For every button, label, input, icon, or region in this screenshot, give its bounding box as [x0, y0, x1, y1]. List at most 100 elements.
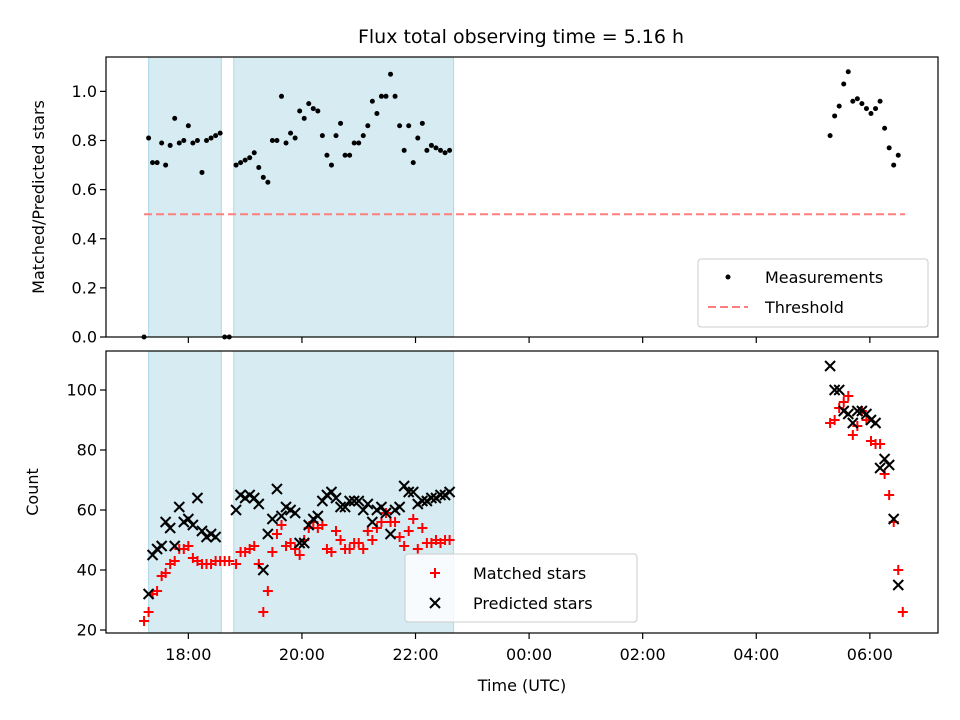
- measurement-point: [836, 103, 842, 109]
- x-stroke: [429, 597, 441, 609]
- y-tick-label: 0.0: [72, 328, 97, 347]
- x-stroke: [205, 528, 217, 540]
- predicted-stars-point: [874, 462, 886, 474]
- matched-stars-point: [317, 520, 328, 530]
- x-stroke: [280, 501, 292, 513]
- measurement-point: [891, 162, 897, 168]
- measurement-point: [163, 162, 169, 168]
- measurement-point: [315, 108, 321, 114]
- measurement-point: [190, 140, 196, 146]
- measurement-point: [204, 138, 210, 144]
- measurement-point: [433, 145, 439, 151]
- measurement-point: [369, 98, 375, 104]
- matched-stars-point: [893, 565, 904, 575]
- measurement-point: [886, 145, 892, 151]
- observing-interval: [233, 56, 455, 338]
- measurement-point: [269, 138, 275, 144]
- matched-stars-point: [326, 547, 337, 557]
- x-stroke: [159, 516, 172, 528]
- measurement-point: [260, 174, 266, 180]
- matched-stars-point: [390, 517, 401, 527]
- x-stroke: [847, 417, 859, 429]
- count-legend: Matched stars Predicted stars: [404, 553, 638, 623]
- x-stroke: [196, 525, 208, 537]
- measurement-point: [238, 160, 244, 166]
- x-stroke: [357, 504, 369, 516]
- predicted-stars-point: [266, 513, 279, 525]
- matched-stars-point: [358, 544, 369, 554]
- measurement-point: [297, 108, 303, 114]
- predicted-stars-point: [869, 417, 882, 429]
- x-stroke: [266, 513, 279, 525]
- matched-stars-point: [847, 430, 858, 440]
- ratio-y-axis-label: Matched/Predicted stars: [29, 100, 48, 294]
- matched-stars-point: [143, 607, 154, 617]
- measurement-point: [428, 142, 434, 148]
- measurement-point: [850, 98, 856, 104]
- predicted-stars-point: [146, 549, 159, 561]
- legend-plus: [430, 568, 440, 578]
- x-stroke: [856, 405, 868, 417]
- measurement-point: [356, 140, 362, 146]
- matched-stars-point: [897, 607, 908, 617]
- predicted-stars-point: [878, 453, 891, 465]
- predicted-stars-point: [325, 486, 338, 498]
- x-stroke: [248, 492, 260, 504]
- y-tick-label: 0.2: [72, 278, 97, 297]
- x-tick-label: 20:00: [279, 645, 325, 664]
- x-stroke: [865, 414, 877, 426]
- matched-stars-point: [224, 556, 235, 566]
- x-tick-label: 22:00: [392, 645, 438, 664]
- predicted-stars-point: [842, 408, 854, 420]
- predicted-stars-point: [230, 504, 242, 516]
- matched-stars-legend-marker: [430, 568, 440, 578]
- x-tick-label: 18:00: [165, 645, 211, 664]
- predicted-stars-point: [833, 384, 845, 396]
- matched-stars-point: [408, 514, 419, 524]
- measurement-point: [274, 138, 280, 144]
- x-stroke: [334, 501, 347, 513]
- x-stroke: [234, 489, 247, 501]
- x-tick-label: 06:00: [847, 645, 893, 664]
- matched-stars-point: [884, 490, 895, 500]
- matched-stars-point: [344, 544, 355, 554]
- measurement-point: [176, 140, 182, 146]
- measurements-legend-marker: [725, 274, 731, 280]
- measurement-point: [406, 123, 412, 129]
- x-stroke: [362, 498, 374, 510]
- x-stroke: [443, 486, 456, 498]
- matched-stars-point: [829, 415, 840, 425]
- measurement-point: [338, 120, 344, 126]
- matched-stars-point: [376, 517, 387, 527]
- matched-stars-point: [139, 616, 150, 626]
- predicted-stars-point: [887, 513, 900, 525]
- measurement-point: [827, 133, 833, 139]
- matched-stars-point: [371, 523, 382, 533]
- x-stroke: [275, 510, 288, 522]
- measurement-point: [873, 106, 879, 112]
- measurement-point: [251, 150, 257, 156]
- predicted-stars-point: [425, 492, 438, 504]
- predicted-stars-point: [142, 588, 155, 600]
- predicted-stars-point: [312, 510, 324, 522]
- measurement-points: [141, 69, 901, 340]
- predicted-stars-point: [209, 531, 222, 543]
- matched-stars-point: [417, 523, 428, 533]
- matched-stars-legend-label: Matched stars: [473, 564, 586, 583]
- predicted-stars-legend-marker: [429, 597, 441, 609]
- predicted-stars-point: [191, 492, 204, 504]
- matched-stars-point: [271, 529, 282, 539]
- matched-stars-point: [267, 547, 278, 557]
- measurement-point: [383, 93, 389, 99]
- measurement-point: [882, 125, 888, 131]
- measurement-point: [374, 110, 380, 116]
- measurement-point: [233, 162, 239, 168]
- matched-stars-point: [444, 535, 455, 545]
- measurement-point: [306, 101, 312, 107]
- matched-stars-point: [335, 535, 346, 545]
- predicted-stars-point: [357, 504, 369, 516]
- predicted-stars-point: [262, 528, 274, 540]
- x-stroke: [173, 501, 185, 513]
- x-stroke: [330, 492, 342, 504]
- predicted-stars-point: [343, 495, 356, 507]
